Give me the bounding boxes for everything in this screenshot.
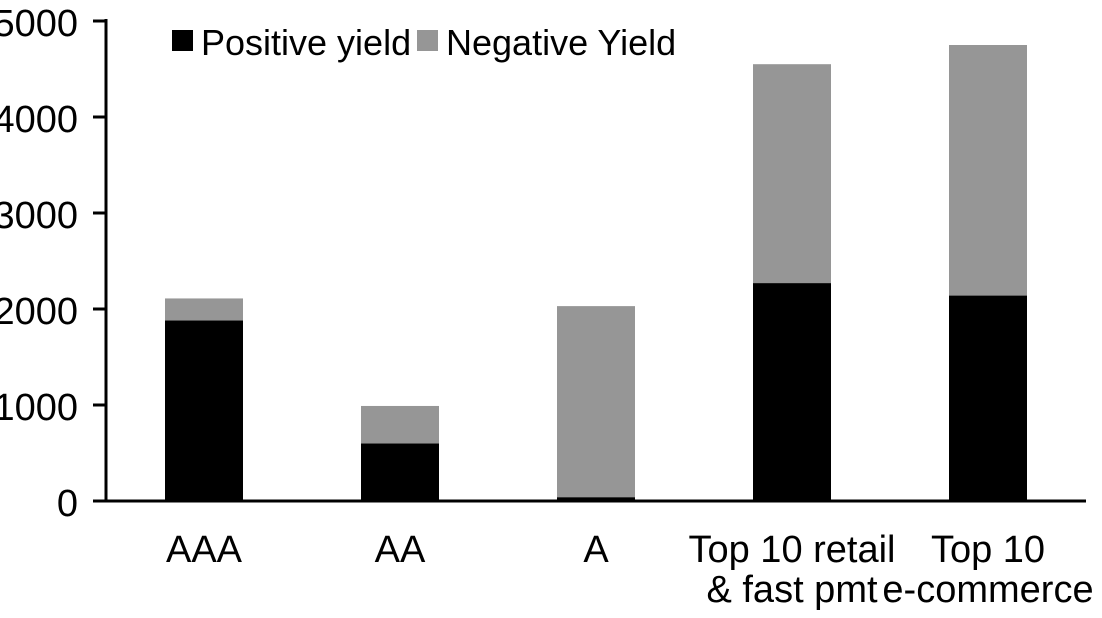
bar-segment-negative-yield-top-10-retail-fast-pmt [753,64,831,284]
bar-segment-positive-yield-aa [361,443,439,501]
y-tick-label-1000: 1000 [0,387,78,429]
x-category-label-aaa-line1: AAA [166,529,243,571]
legend-label-positive-yield: Positive yield [201,22,411,63]
bar-segment-negative-yield-a [557,306,635,498]
x-category-label-top-10-retail-fast-pmt-line2: & fast pmt [706,569,877,611]
y-tick-label-3000: 3000 [0,195,78,237]
legend-label-negative-yield: Negative Yield [446,22,676,63]
x-category-label-aa-line1: AA [375,529,426,571]
x-category-label-top-10-e-commerce-line1: Top 10 [931,529,1045,571]
x-category-label-a-line1: A [583,529,609,571]
legend-swatch-negative-yield [417,30,438,51]
y-tick-label-4000: 4000 [0,99,78,141]
y-tick-label-2000: 2000 [0,291,78,333]
bar-segment-negative-yield-aaa [165,298,243,321]
legend-swatch-positive-yield [172,30,193,51]
bar-segment-positive-yield-top-10-retail-fast-pmt [753,283,831,501]
bar-segment-negative-yield-aa [361,405,439,444]
bar-segment-positive-yield-a [557,497,635,501]
bar-segment-negative-yield-top-10-e-commerce [949,45,1027,296]
y-tick-label-5000: 5000 [0,3,78,45]
bar-segment-positive-yield-aaa [165,320,243,501]
x-category-label-top-10-e-commerce-line2: e-commerce [882,569,1093,611]
y-tick-label-0: 0 [57,483,78,525]
x-category-label-top-10-retail-fast-pmt-line1: Top 10 retail [688,529,895,571]
bar-segment-positive-yield-top-10-e-commerce [949,295,1027,501]
